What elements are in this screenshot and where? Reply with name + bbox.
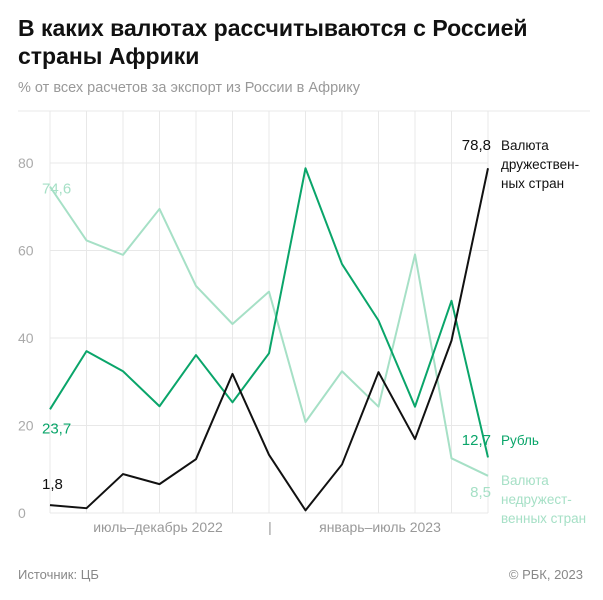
first-value-label: 23,7 [42,421,71,438]
x-period-separator: | [268,519,272,535]
source-note: Источник: ЦБ [18,567,99,582]
last-value-label: 12,7 [462,432,491,449]
chart-title: В каких валютах рассчитываются с Россией… [18,15,528,69]
x-period-label: июль–декабрь 2022 [93,519,223,535]
first-value-label: 1,8 [42,476,63,493]
y-tick-label: 60 [18,243,34,259]
last-value-label: 78,8 [462,137,491,154]
series-name-label: венных стран [501,511,586,526]
last-value-label: 8,5 [470,484,491,501]
copyright: © РБК, 2023 [508,567,583,582]
series-name-label: дружествен- [501,157,579,172]
y-tick-label: 80 [18,155,34,171]
series-name-label: Рубль [501,433,539,448]
y-tick-label: 20 [18,418,34,434]
y-tick-label: 0 [18,505,26,521]
series-name-label: Валюта [501,138,549,153]
series-name-label: Валюта [501,473,549,488]
chart-subtitle: % от всех расчетов за экспорт из России … [18,80,361,96]
series-name-label: ных стран [501,176,564,191]
y-tick-label: 40 [18,330,34,346]
x-period-label: январь–июль 2023 [319,519,441,535]
series-name-label: недружест- [501,492,572,507]
first-value-label: 74,6 [42,181,71,198]
